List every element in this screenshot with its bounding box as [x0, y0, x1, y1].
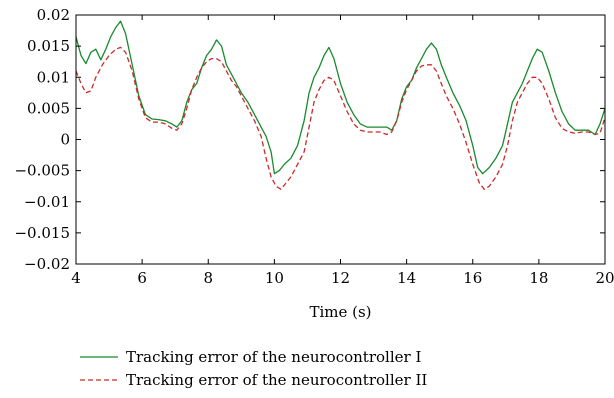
legend-label-1: Tracking error of the neurocontroller I [126, 348, 421, 366]
series-layer [76, 20, 605, 190]
y-tick-label: 0.01 [37, 68, 70, 86]
x-tick-label: 4 [71, 269, 81, 287]
y-tick-label: 0.015 [27, 37, 70, 55]
y-tick-label: 0.02 [37, 6, 70, 24]
y-tick-label: 0.005 [27, 99, 70, 117]
x-tick-label: 12 [331, 269, 350, 287]
series-line-1 [76, 20, 605, 175]
x-tick-label: 6 [137, 269, 147, 287]
x-tick-label: 8 [203, 269, 213, 287]
y-tick-label: −0.01 [24, 193, 70, 211]
x-tick-label: 14 [397, 269, 416, 287]
y-tick-label: −0.015 [14, 224, 70, 242]
series-line-2 [76, 46, 605, 190]
x-tick-label: 10 [265, 269, 284, 287]
plot-frame [75, 14, 606, 265]
x-axis-label: Time (s) [309, 303, 371, 321]
y-tick-label: −0.02 [24, 255, 70, 273]
x-tick-label: 16 [463, 269, 482, 287]
legend-label-2: Tracking error of the neurocontroller II [126, 371, 427, 389]
ticks-layer: 4 6 8 10 12 14 16 18 20 0.02 0.015 0.01 0.005 0 −0.005… [14, 6, 614, 287]
y-tick-label: −0.005 [14, 162, 70, 180]
y-tick-label: 0 [60, 131, 70, 149]
x-tick-label: 20 [595, 269, 614, 287]
x-tick-label: 18 [529, 269, 548, 287]
legend: Tracking error of the neurocontroller I T… [80, 348, 427, 389]
